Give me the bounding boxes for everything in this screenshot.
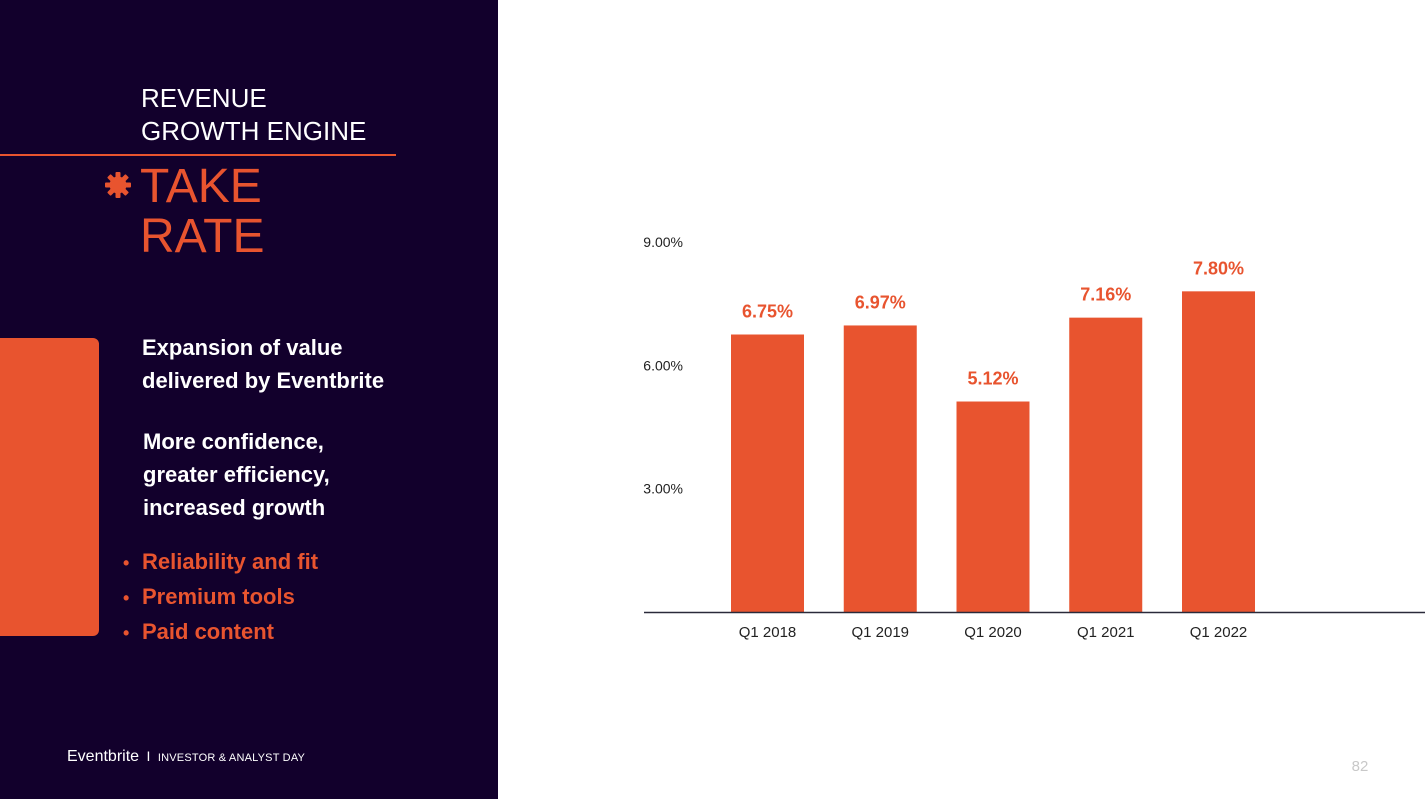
gear-icon — [105, 172, 131, 198]
y-tick-label: 3.00% — [643, 481, 683, 497]
main-title-line-2: RATE — [140, 210, 265, 263]
footer-event: INVESTOR & ANALYST DAY — [157, 752, 306, 764]
y-tick-label: 9.00% — [643, 234, 683, 250]
accent-block — [0, 338, 99, 636]
section-title-line-2: GROWTH ENGINE — [141, 116, 367, 146]
bar-data-label: 7.16% — [1080, 285, 1131, 305]
section-title: REVENUE GROWTH ENGINE — [141, 82, 366, 148]
footer-separator: I — [146, 748, 151, 764]
bar — [956, 401, 1030, 612]
subhead: Expansion of value delivered by Eventbri… — [142, 331, 384, 397]
title-divider — [0, 154, 396, 156]
subhead-line-2: delivered by Eventbrite — [142, 368, 385, 393]
bullet-item: Premium tools — [123, 580, 318, 615]
bar — [1182, 291, 1255, 612]
main-title: TAKE RATE — [140, 162, 264, 262]
bullet-item: Paid content — [123, 615, 318, 650]
bar-data-label: 6.97% — [855, 292, 906, 312]
y-tick-label: 6.00% — [643, 357, 683, 373]
body-text: More confidence, greater efficiency, inc… — [143, 425, 330, 524]
section-title-line-1: REVENUE — [141, 83, 267, 113]
bar — [843, 325, 917, 612]
left-panel: REVENUE GROWTH ENGINE TAKE RATE Expansio… — [0, 0, 498, 799]
bar-data-label: 5.12% — [967, 369, 1018, 389]
x-tick-label: Q1 2018 — [739, 624, 797, 641]
body-line-1: More confidence, — [143, 429, 324, 454]
take-rate-chart: 3.00% 6.00% 9.00% 6.75% Q1 2018 6.97% Q1 2019 5… — [643, 234, 1425, 641]
footer: Eventbrite I INVESTOR & ANALYST DAY — [67, 748, 305, 766]
bar-data-label: 6.75% — [742, 302, 793, 322]
x-tick-label: Q1 2019 — [851, 624, 909, 641]
bullet-list: Reliability and fit Premium tools Paid c… — [123, 545, 318, 650]
x-tick-label: Q1 2020 — [964, 624, 1022, 641]
footer-brand: Eventbrite — [67, 748, 140, 765]
x-tick-label: Q1 2021 — [1077, 624, 1135, 641]
bar-data-label: 7.80% — [1193, 258, 1244, 278]
bar — [1069, 317, 1143, 612]
body-line-2: greater efficiency, — [143, 462, 330, 487]
bullet-item: Reliability and fit — [123, 545, 318, 580]
main-title-line-1: TAKE — [140, 160, 262, 213]
subhead-line-1: Expansion of value — [142, 335, 343, 360]
bar — [731, 334, 804, 612]
body-line-3: increased growth — [143, 495, 326, 520]
page-number: 82 — [1351, 758, 1369, 775]
x-tick-label: Q1 2022 — [1190, 624, 1248, 641]
